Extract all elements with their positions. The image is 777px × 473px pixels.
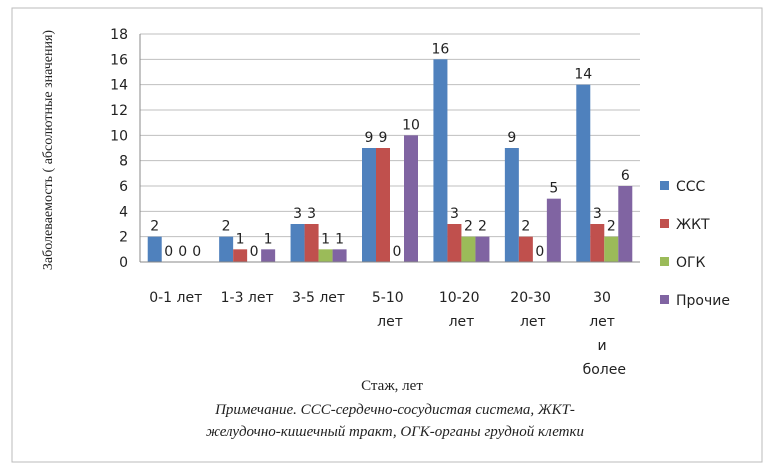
bar [233, 249, 248, 262]
y-axis-label: Заболеваемость ( абсолютные значения) [41, 30, 56, 271]
y-tick-label: 2 [119, 230, 128, 246]
x-axis-label: Стаж, лет [361, 378, 423, 394]
bar [576, 84, 591, 263]
data-label: 10 [402, 117, 420, 133]
data-label: 0 [192, 244, 201, 260]
data-label: 3 [593, 206, 602, 222]
bar [618, 186, 633, 262]
data-label: 0 [393, 244, 402, 260]
x-tick-label: 0-1 лет [149, 290, 202, 306]
data-label: 2 [222, 219, 231, 235]
bar [518, 236, 533, 262]
bar [433, 59, 448, 263]
x-tick-label: 30 лет и более [583, 290, 626, 378]
data-label: 1 [236, 231, 245, 247]
data-label: 1 [264, 231, 273, 247]
legend-swatch [660, 181, 669, 190]
data-label: 1 [321, 231, 330, 247]
data-label: 9 [507, 130, 516, 146]
y-tick-label: 10 [110, 128, 128, 144]
bar [376, 148, 390, 262]
data-label: 3 [450, 206, 459, 222]
x-tick-label: 5-10 лет [372, 290, 408, 330]
y-tick-label: 12 [110, 103, 128, 119]
data-label: 2 [478, 219, 487, 235]
legend-label: ССС [676, 179, 706, 195]
x-tick-label: 10-20 лет [439, 290, 484, 330]
legend-swatch [660, 257, 669, 266]
data-label: 16 [432, 41, 450, 57]
data-label: 2 [150, 219, 159, 235]
data-label: 0 [178, 244, 187, 260]
bar [332, 249, 347, 262]
bar [290, 224, 305, 262]
data-label: 6 [621, 168, 630, 184]
bar [147, 236, 162, 262]
legend-swatch [660, 219, 669, 228]
y-tick-label: 6 [119, 179, 128, 195]
x-tick-label: 1-3 лет [221, 290, 274, 306]
legend-swatch [660, 295, 669, 304]
legend-label: ОГК [676, 255, 706, 271]
note-line: Примечание. ССС-сердечно-сосудистая сист… [214, 402, 575, 418]
legend-label: ЖКТ [676, 217, 710, 233]
data-label: 5 [549, 181, 558, 197]
bar [362, 148, 376, 262]
bar [404, 135, 418, 262]
data-label: 9 [379, 130, 388, 146]
bar [219, 236, 234, 262]
y-tick-label: 18 [110, 27, 128, 43]
bar [261, 249, 276, 262]
x-tick-label: 20-30 лет [510, 290, 555, 330]
bar [590, 224, 605, 262]
bar [504, 148, 519, 262]
data-label: 2 [464, 219, 473, 235]
y-tick-label: 0 [119, 255, 128, 271]
data-label: 0 [164, 244, 173, 260]
data-label: 3 [293, 206, 302, 222]
data-label: 2 [521, 219, 530, 235]
bar [318, 249, 333, 262]
data-label: 14 [574, 67, 592, 83]
data-label: 1 [335, 231, 344, 247]
y-tick-label: 16 [110, 52, 128, 68]
bar [461, 236, 476, 262]
y-tick-label: 4 [119, 204, 128, 220]
data-label: 2 [607, 219, 616, 235]
y-tick-label: 8 [119, 154, 128, 170]
data-label: 9 [365, 130, 374, 146]
x-tick-label: 3-5 лет [292, 290, 345, 306]
bar [604, 236, 619, 262]
data-label: 0 [250, 244, 259, 260]
bar [546, 198, 561, 262]
legend-label: Прочие [676, 293, 730, 309]
data-label: 0 [535, 244, 544, 260]
note-line: желудочно-кишечный тракт, ОГК-органы гру… [206, 424, 584, 440]
bar [475, 236, 490, 262]
data-label: 3 [307, 206, 316, 222]
bar [447, 224, 462, 262]
bar [304, 224, 319, 262]
y-tick-label: 14 [110, 78, 128, 94]
